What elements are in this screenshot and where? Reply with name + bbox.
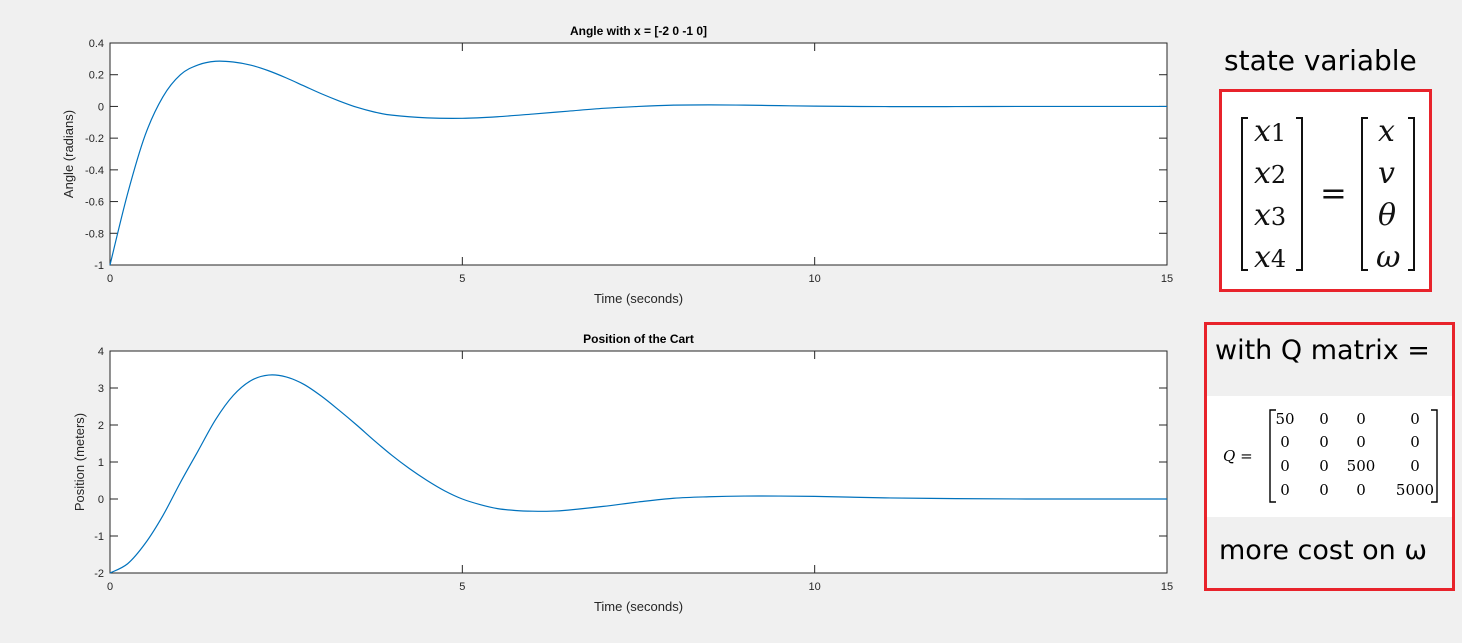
state-lhs-1: x1 [1254, 114, 1287, 149]
y-tick-label: -1 [94, 531, 104, 543]
x-tick-label: 5 [459, 581, 465, 593]
y-tick-label: 0 [98, 494, 104, 506]
q-matrix-cell: 50 [1275, 410, 1294, 428]
q-matrix-cell: 0 [1280, 481, 1290, 499]
q-matrix-cell: 0 [1410, 457, 1420, 475]
series-line [109, 60, 1167, 266]
q-matrix-cell: 5000 [1396, 481, 1434, 499]
y-tick-label: -0.6 [85, 197, 104, 209]
y-tick-label: -1 [94, 260, 104, 272]
y-tick-label: -0.2 [85, 133, 104, 145]
state-vector-box: x1 x2 x3 x4 = x v θ ω [1219, 89, 1432, 292]
q-matrix-box: with Q matrix = Q = 50 0 0 0 0 0 0 0 0 0 500 0 0 0 0 50… [1204, 322, 1455, 591]
state-rhs-3: θ [1378, 198, 1397, 233]
q-matrix-cell: 0 [1280, 433, 1290, 451]
x-tick-label: 15 [1161, 273, 1173, 285]
q-matrix-cell: 0 [1319, 457, 1329, 475]
q-matrix-cell: 0 [1319, 481, 1329, 499]
q-matrix-heading: with Q matrix = [1215, 335, 1430, 366]
x-tick-label: 10 [809, 273, 821, 285]
state-rhs-2: v [1378, 156, 1395, 191]
x-axis-label: Time (seconds) [594, 599, 683, 614]
x-tick-label: 5 [459, 273, 465, 285]
chart-1: 0 5 10 15 0.4 0.2 0 -0.2 -0.4 -0.6 -0.8 -1 Angle wit… [61, 24, 1173, 306]
y-tick-label: -0.8 [85, 228, 104, 240]
q-matrix-cell: 0 [1410, 410, 1420, 428]
y-tick-label: 0 [98, 101, 104, 113]
q-matrix-cell: 0 [1319, 433, 1329, 451]
chart-title: Position of the Cart [583, 332, 694, 346]
state-rhs-1: x [1378, 114, 1395, 149]
y-tick-label: 3 [98, 383, 104, 395]
y-tick-label: 2 [98, 420, 104, 432]
x-tick-label: 15 [1161, 581, 1173, 593]
q-matrix-equation: Q = 50 0 0 00 0 0 00 0 500 00 0 0 5000 [1223, 409, 1438, 503]
bracket-lines [1241, 117, 1415, 271]
y-tick-label: -2 [94, 568, 104, 580]
q-matrix-cell: 0 [1356, 481, 1366, 499]
q-matrix-cell: 0 [1319, 410, 1329, 428]
plot-area [109, 350, 1168, 574]
state-rhs-4: ω [1376, 240, 1401, 275]
y-axis-label: Position (meters) [72, 413, 87, 511]
plot-area [109, 42, 1168, 266]
q-matrix-cell: 0 [1356, 410, 1366, 428]
q-label: Q = [1223, 447, 1253, 465]
state-variable-heading: state variable [1224, 44, 1417, 77]
q-matrix-cell: 0 [1280, 457, 1290, 475]
x-axis-label: Time (seconds) [594, 291, 683, 306]
q-matrix-cell: 0 [1410, 433, 1420, 451]
more-cost-note: more cost on ω [1219, 535, 1427, 566]
series-line [109, 374, 1167, 574]
state-lhs-2: x2 [1254, 156, 1287, 191]
q-matrix-cell: 0 [1356, 433, 1366, 451]
y-tick-label: 4 [98, 346, 104, 358]
y-tick-label: 1 [98, 457, 104, 469]
y-tick-label: 0.4 [89, 38, 104, 50]
chart-title: Angle with x = [-2 0 -1 0] [570, 24, 707, 38]
x-tick-label: 10 [809, 581, 821, 593]
x-tick-label: 0 [107, 273, 113, 285]
y-tick-label: 0.2 [89, 70, 104, 82]
x-tick-label: 0 [107, 581, 113, 593]
q-matrix-panel: Q = 50 0 0 0 0 0 0 0 0 0 500 0 0 0 0 5000 [1207, 396, 1452, 517]
state-lhs-3: x3 [1254, 198, 1287, 233]
y-tick-label: -0.4 [85, 165, 104, 177]
q-matrix-cell: 500 [1347, 457, 1376, 475]
y-axis-label: Angle (radians) [61, 110, 76, 198]
state-lhs-4: x4 [1254, 240, 1287, 275]
q-matrix-cells: 50 0 0 00 0 0 00 0 500 00 0 0 5000 [1275, 410, 1434, 499]
equals-sign: = [1320, 174, 1347, 212]
